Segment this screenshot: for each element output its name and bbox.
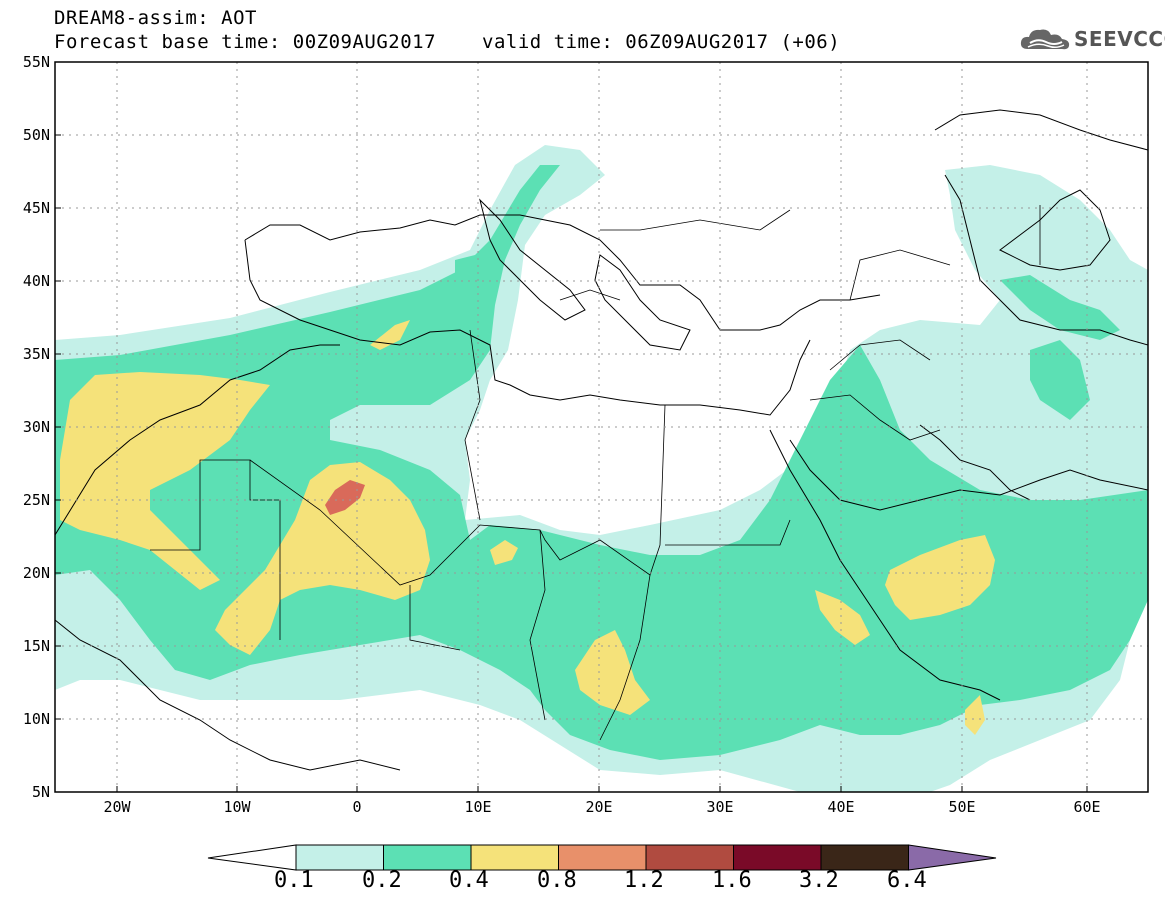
lat-label: 40N — [23, 272, 50, 290]
aot-band-04-somalia — [965, 695, 985, 735]
logo-text: SEEVCCC — [1074, 27, 1165, 51]
colorbar-cell — [820, 844, 909, 871]
seevccc-logo: SEEVCCC — [1018, 25, 1165, 55]
lat-label: 45N — [23, 199, 50, 217]
lat-label: 50N — [23, 126, 50, 144]
coastlines — [55, 109, 1148, 771]
colorbar-cell — [470, 844, 559, 871]
lat-label: 55N — [23, 53, 50, 71]
colorbar-cell — [733, 844, 822, 871]
lon-label: 60E — [1073, 798, 1100, 816]
colorbar-cell — [295, 844, 384, 871]
lon-label: 20E — [585, 798, 612, 816]
lat-label: 5N — [32, 783, 50, 801]
aot-band-04-chad — [575, 630, 650, 715]
aot-band-02-italy — [455, 255, 480, 300]
lat-label: 20N — [23, 564, 50, 582]
aot-band-02-iran — [1030, 340, 1090, 420]
colorbar — [207, 844, 997, 871]
colorbar-cell — [645, 844, 734, 871]
colorbar-cell — [383, 844, 472, 871]
lon-label: 30E — [706, 798, 733, 816]
colorbar-label: 1.6 — [712, 868, 752, 893]
cloud-logo-icon — [1020, 29, 1070, 50]
graticule — [55, 62, 1148, 792]
colorbar-high-arrow — [908, 844, 997, 871]
aot-band-02-caspian — [1000, 275, 1120, 340]
lat-label: 10N — [23, 710, 50, 728]
colorbar-label: 3.2 — [799, 868, 839, 893]
lon-label: 0 — [352, 798, 361, 816]
aot-band-04-niger — [490, 540, 518, 565]
colorbar-label: 0.1 — [274, 868, 314, 893]
colorbar-label: 0.2 — [362, 868, 402, 893]
colorbar-label: 0.8 — [537, 868, 577, 893]
colorbar-low-arrow — [207, 844, 297, 871]
lon-label: 20W — [103, 798, 131, 816]
colorbar-label: 0.4 — [449, 868, 489, 893]
lat-label: 15N — [23, 637, 50, 655]
aot-band-12 — [325, 480, 365, 515]
lat-label: 35N — [23, 345, 50, 363]
longitude-labels: 20W 10W 0 10E 20E 30E 40E 50E 60E — [103, 798, 1100, 816]
forecast-time-line: Forecast base time: 00Z09AUG2017 valid ti… — [54, 31, 840, 53]
axis-ticks — [55, 61, 1088, 792]
valid-time: valid time: 06Z09AUG2017 (+06) — [482, 31, 841, 53]
lon-label: 40E — [827, 798, 854, 816]
map-title: DREAM8-assim: AOT — [54, 7, 257, 29]
lon-label: 50E — [948, 798, 975, 816]
country-borders — [150, 205, 1041, 741]
colorbar-cell — [558, 844, 647, 871]
colorbar-label: 1.2 — [624, 868, 664, 893]
colorbar-label: 6.4 — [887, 868, 927, 893]
aot-band-04-sahara — [215, 462, 430, 655]
latitude-labels: 55N 50N 45N 40N 35N 30N 25N 20N 15N 10N … — [23, 53, 50, 801]
lon-label: 10E — [464, 798, 491, 816]
lat-label: 30N — [23, 418, 50, 436]
lat-label: 25N — [23, 491, 50, 509]
lon-label: 10W — [223, 798, 251, 816]
aot-band-04-ethiopia — [815, 590, 870, 645]
forecast-base-time: Forecast base time: 00Z09AUG2017 — [54, 31, 437, 53]
aot-band-04-arabia — [885, 535, 995, 620]
